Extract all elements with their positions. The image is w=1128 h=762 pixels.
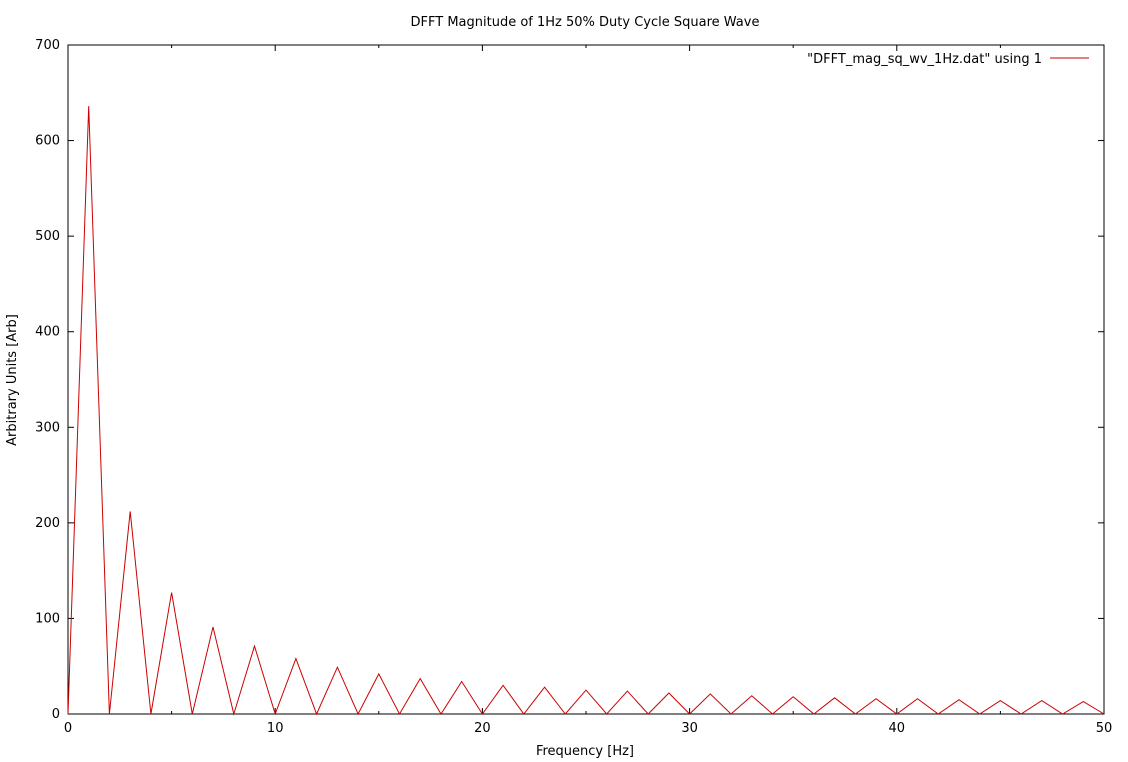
legend: "DFFT_mag_sq_wv_1Hz.dat" using 1 [807,52,1089,67]
chart-title: DFFT Magnitude of 1Hz 50% Duty Cycle Squ… [411,15,760,30]
y-axis-label: Arbitrary Units [Arb] [5,314,20,446]
legend-label: "DFFT_mag_sq_wv_1Hz.dat" using 1 [807,52,1042,67]
y-tick-label: 700 [35,38,60,53]
x-tick-label: 50 [1096,721,1113,736]
x-tick-label: 0 [64,721,72,736]
x-tick-label: 40 [889,721,906,736]
y-tick-label: 600 [35,134,60,149]
y-tick-label: 400 [35,325,60,340]
x-tick-label: 20 [474,721,491,736]
y-tick-label: 0 [52,707,60,722]
axis-ticks [67,44,1105,715]
series-line [67,106,1105,716]
y-tick-label: 500 [35,229,60,244]
x-tick-label: 10 [267,721,284,736]
plot-frame [67,44,1105,715]
x-axis-label: Frequency [Hz] [536,744,634,759]
x-tick-label: 30 [681,721,698,736]
y-tick-label: 100 [35,611,60,626]
y-tick-label: 200 [35,516,60,531]
y-tick-label: 300 [35,420,60,435]
